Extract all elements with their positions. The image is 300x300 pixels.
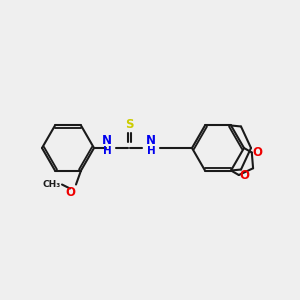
Text: O: O (65, 185, 75, 199)
Text: H: H (103, 146, 111, 156)
Text: N: N (146, 134, 156, 147)
Text: H: H (147, 146, 155, 156)
Text: CH₃: CH₃ (43, 180, 61, 189)
Text: O: O (240, 169, 250, 182)
Text: S: S (125, 118, 133, 131)
Text: N: N (102, 134, 112, 147)
Text: O: O (253, 146, 263, 159)
